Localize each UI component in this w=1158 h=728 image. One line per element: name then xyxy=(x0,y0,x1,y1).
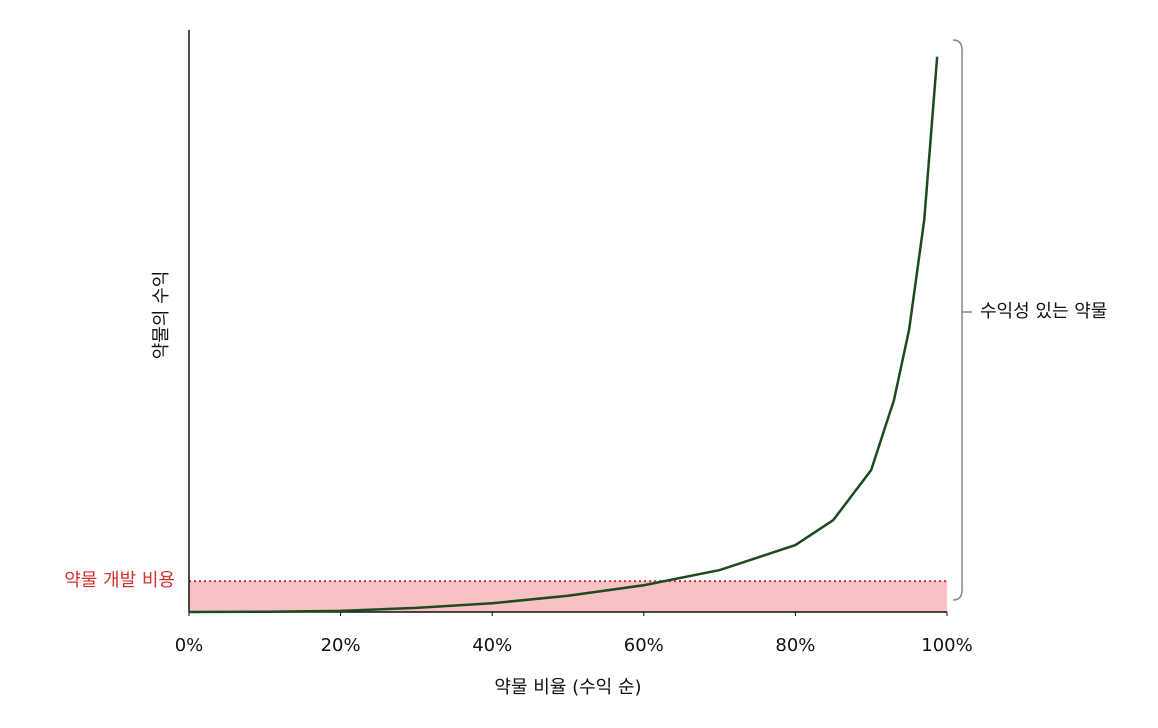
x-axis-label: 약물 비율 (수익 순) xyxy=(494,677,641,698)
x-tick-label: 100% xyxy=(921,635,972,656)
x-tick-label: 20% xyxy=(321,635,361,656)
curve xyxy=(188,56,939,614)
x-tick-label: 40% xyxy=(472,635,512,656)
x-tick-label: 60% xyxy=(624,635,664,656)
cost-label: 약물 개발 비용 xyxy=(64,570,175,591)
x-tick-label: 80% xyxy=(775,635,815,656)
bracket xyxy=(952,39,963,601)
bracket-label: 수익성 있는 약물 xyxy=(980,301,1107,322)
y-axis-label: 약물의 수익 xyxy=(151,271,172,360)
x-tick-label: 0% xyxy=(175,635,204,656)
